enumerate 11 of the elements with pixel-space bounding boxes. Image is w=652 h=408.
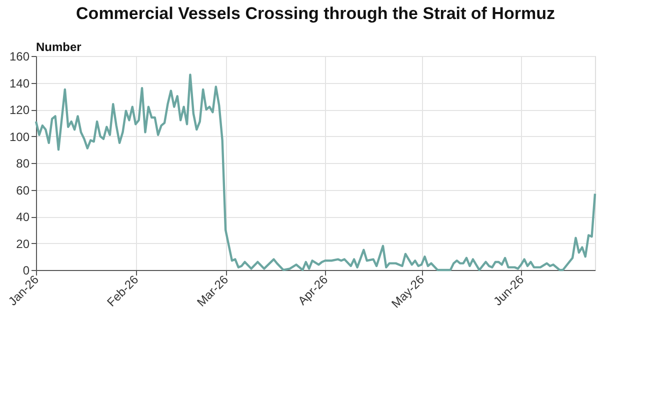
y-tick-label: 40	[16, 210, 30, 224]
y-axis-title: Number	[36, 40, 82, 54]
y-tick-label: 60	[16, 183, 30, 198]
y-tick-label: 80	[16, 156, 30, 170]
y-tick-label: 20	[16, 236, 30, 251]
y-tick-label: 120	[9, 103, 30, 117]
chart-title: Commercial Vessels Crossing through the Strait of Hormuz	[76, 4, 555, 23]
y-tick-label: 0	[22, 264, 30, 278]
y-tick-label: 100	[9, 130, 30, 144]
y-tick-label: 160	[9, 50, 30, 64]
y-tick-label: 140	[9, 76, 30, 90]
